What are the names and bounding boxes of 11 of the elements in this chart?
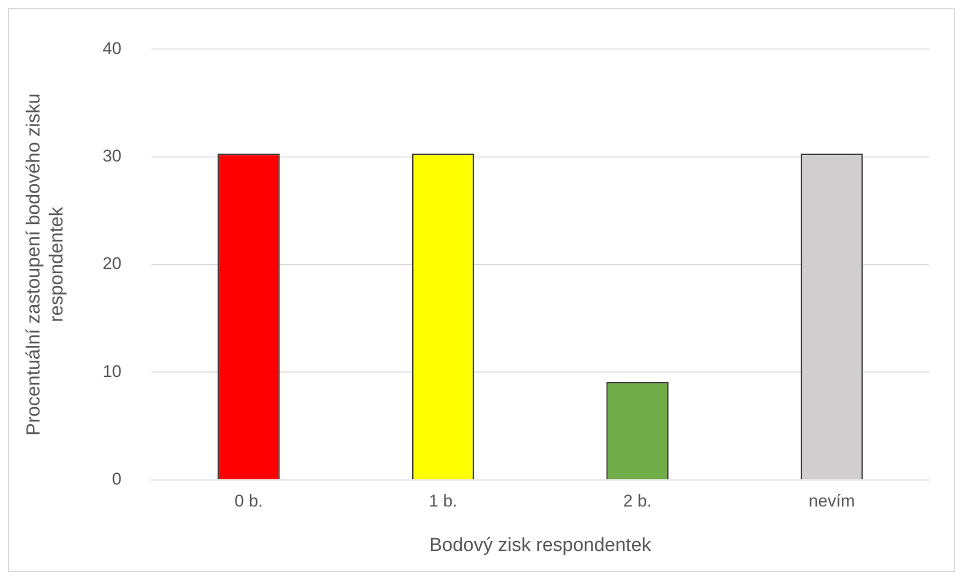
y-tick-label: 20 <box>102 254 122 274</box>
y-axis-title: Procentuální zastoupení bodového zisku respondentek <box>24 93 68 436</box>
x-axis-title: Bodový zisk respondentek <box>429 534 652 556</box>
y-tick-label: 0 <box>112 469 122 488</box>
y-tick-label: 30 <box>102 146 122 166</box>
y-tick-label: 40 <box>102 38 122 58</box>
x-tick-label: 0 b. <box>234 492 263 511</box>
x-tick-label: 2 b. <box>623 492 652 511</box>
y-tick-label: 10 <box>102 362 122 381</box>
x-tick-label: 1 b. <box>428 492 458 511</box>
x-tick-label: nevím <box>808 492 855 511</box>
